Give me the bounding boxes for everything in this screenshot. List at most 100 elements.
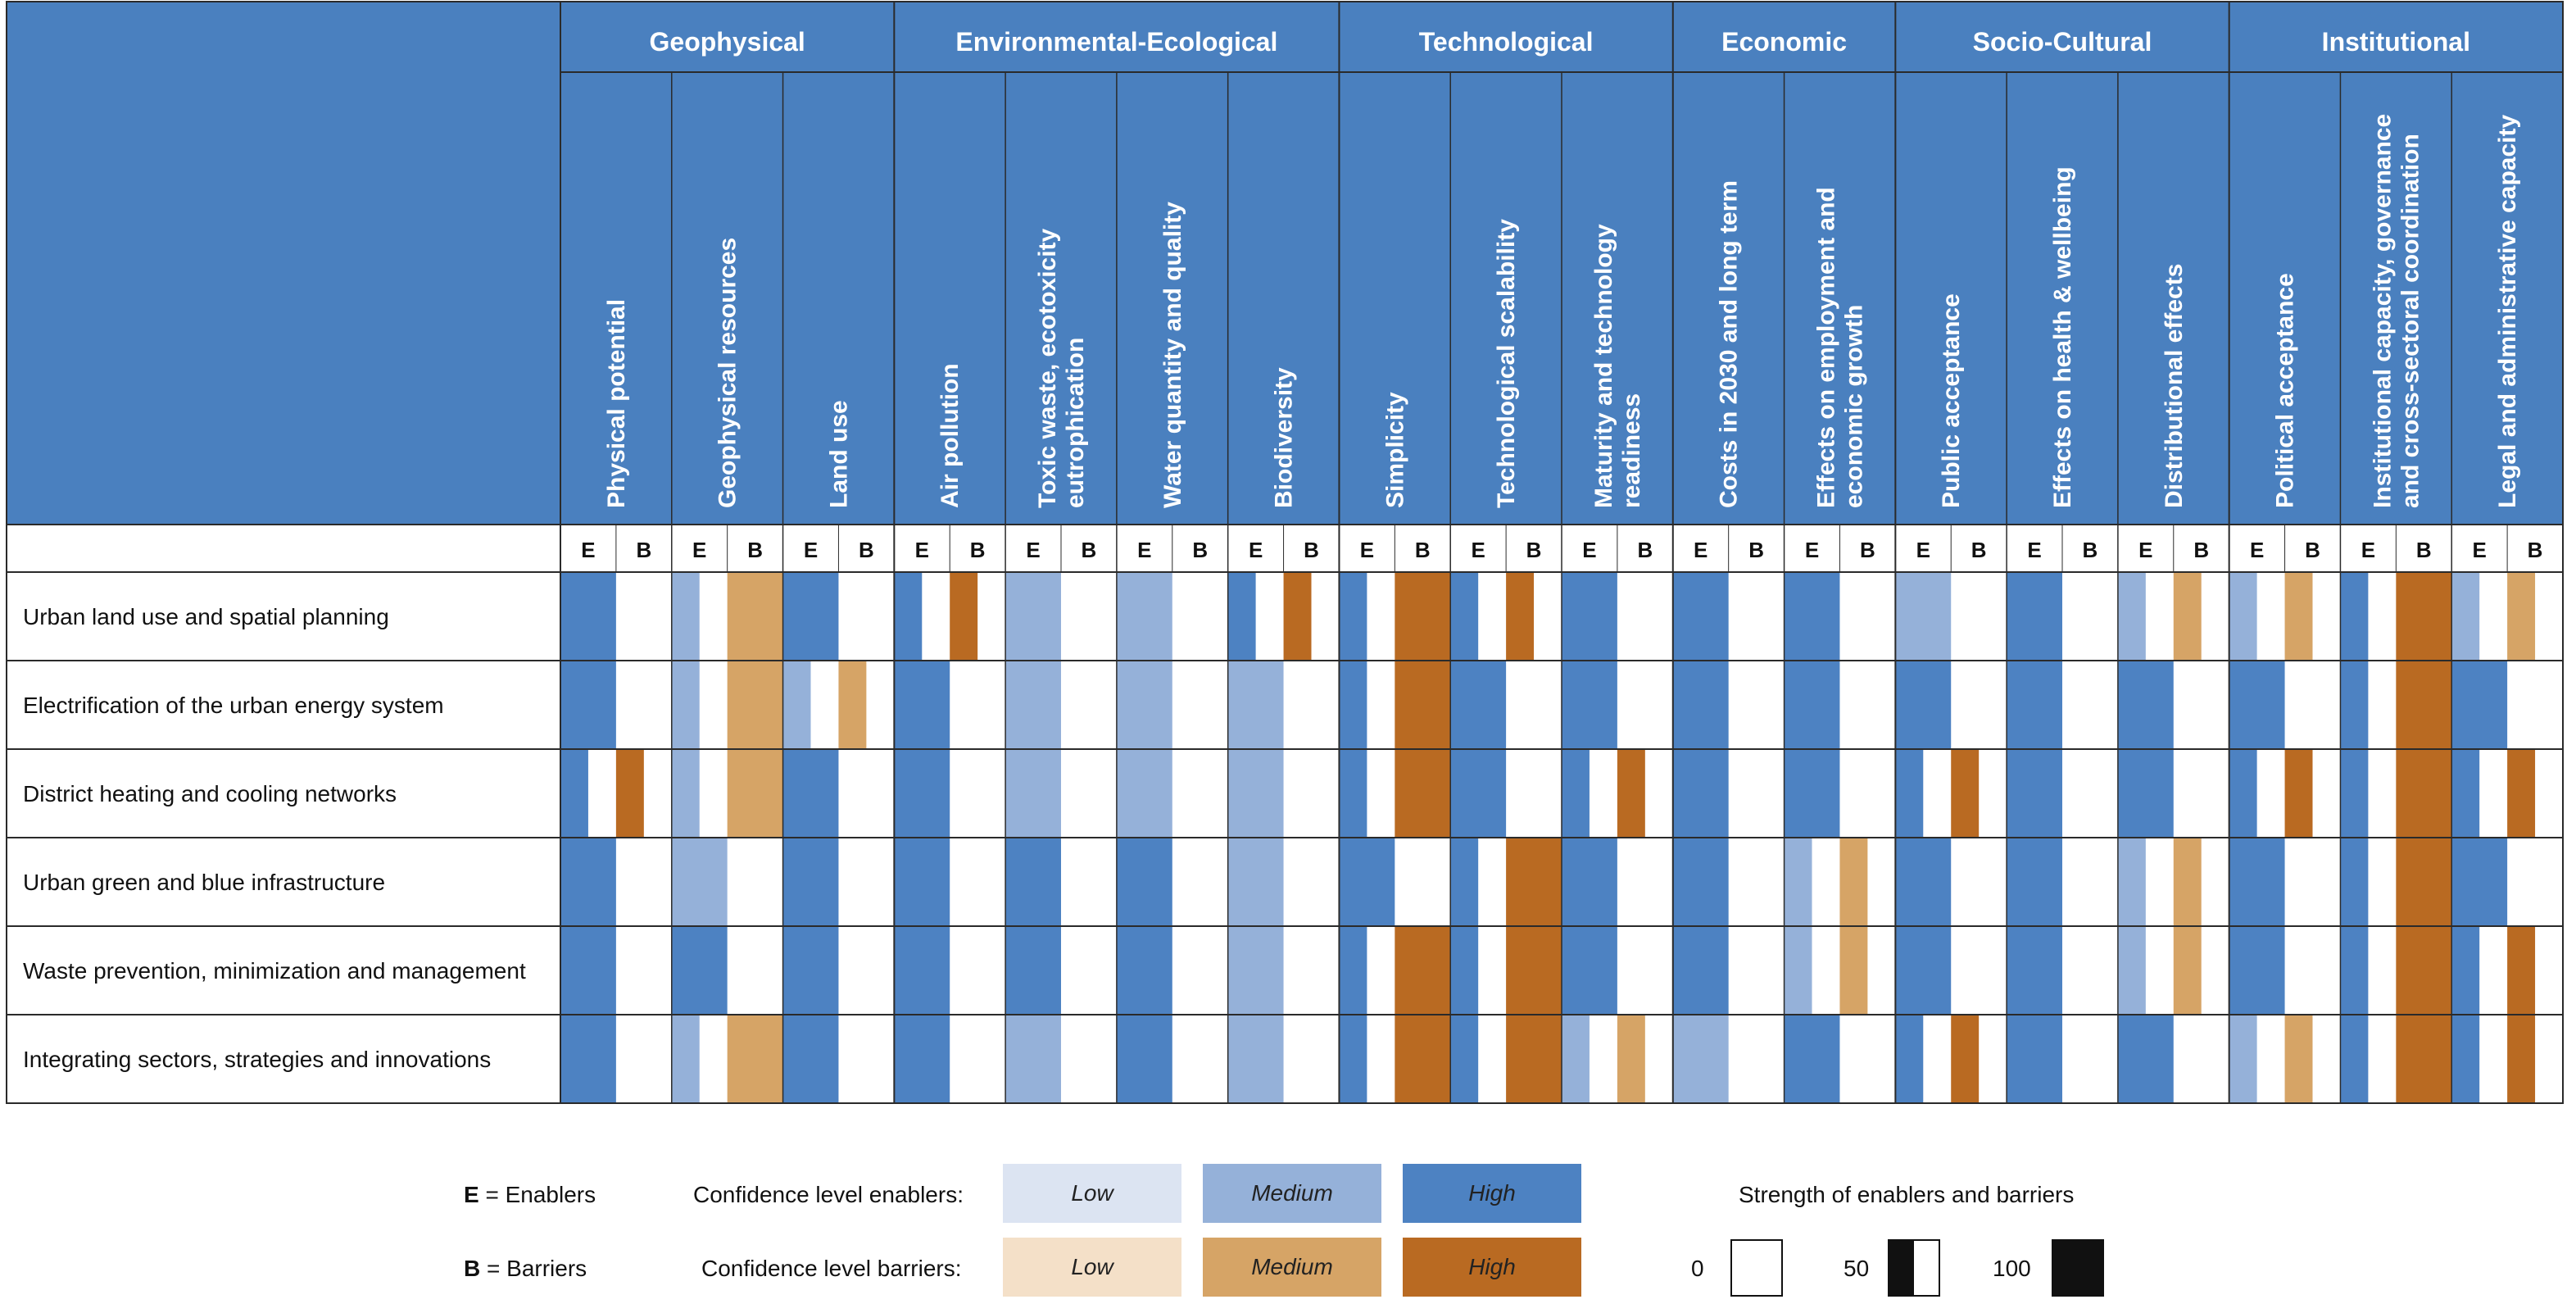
row-label-1: Electrification of the urban energy syst… xyxy=(23,693,444,718)
cell-enabler-r5-c5 xyxy=(1116,1015,1172,1103)
cell-barrier-r4-c11 xyxy=(1839,926,1868,1015)
cell-enabler-r5-c14 xyxy=(2117,1015,2174,1103)
cell-enabler-r3-c8 xyxy=(1450,838,1479,926)
legend-conf-enablers-label: Confidence level enablers: xyxy=(693,1182,964,1207)
eb-label-b-17: B xyxy=(2528,538,2543,562)
cell-barrier-r5-c16 xyxy=(2396,1015,2452,1103)
row-label-2: District heating and cooling networks xyxy=(23,781,397,806)
eb-label-b-7: B xyxy=(1415,538,1431,562)
eb-label-b-1: B xyxy=(747,538,763,562)
cell-enabler-r1-c1 xyxy=(671,661,700,749)
cell-enabler-r4-c16 xyxy=(2340,926,2369,1015)
column-header-14: Distributional effects xyxy=(2161,264,2188,508)
cell-enabler-r0-c16 xyxy=(2340,572,2369,661)
cell-enabler-r1-c2 xyxy=(782,661,811,749)
cell-enabler-r5-c16 xyxy=(2340,1015,2369,1103)
eb-label-e-17: E xyxy=(2472,538,2486,562)
cell-enabler-r1-c15 xyxy=(2229,661,2285,749)
cell-enabler-r4-c5 xyxy=(1116,926,1172,1015)
cell-barrier-r3-c8 xyxy=(1506,838,1562,926)
legend-barrier-high: High xyxy=(1403,1238,1581,1297)
cell-barrier-r4-c17 xyxy=(2507,926,2536,1015)
eb-label-e-15: E xyxy=(2250,538,2264,562)
eb-label-e-8: E xyxy=(1471,538,1485,562)
cell-enabler-r1-c16 xyxy=(2340,661,2369,749)
cell-enabler-r2-c2 xyxy=(782,749,839,838)
row-label-0: Urban land use and spatial planning xyxy=(23,604,389,629)
cell-barrier-r5-c8 xyxy=(1506,1015,1562,1103)
cell-barrier-r0-c3 xyxy=(950,572,978,661)
cell-enabler-r0-c14 xyxy=(2117,572,2146,661)
eb-label-b-6: B xyxy=(1304,538,1319,562)
cell-barrier-r2-c17 xyxy=(2507,749,2536,838)
cell-barrier-r3-c11 xyxy=(1839,838,1868,926)
eb-label-e-3: E xyxy=(915,538,929,562)
cell-barrier-r3-c14 xyxy=(2173,838,2202,926)
cell-enabler-r2-c5 xyxy=(1116,749,1172,838)
eb-label-e-5: E xyxy=(1137,538,1151,562)
cell-enabler-r3-c6 xyxy=(1227,838,1284,926)
cell-enabler-r4-c13 xyxy=(2007,926,2062,1015)
cell-barrier-r1-c7 xyxy=(1395,661,1451,749)
eb-label-b-16: B xyxy=(2416,538,2432,562)
cell-enabler-r3-c5 xyxy=(1116,838,1172,926)
cell-enabler-r2-c16 xyxy=(2340,749,2369,838)
cell-enabler-r0-c10 xyxy=(1672,572,1729,661)
cell-enabler-r0-c11 xyxy=(1784,572,1840,661)
cell-barrier-r1-c1 xyxy=(727,661,783,749)
cell-enabler-r0-c9 xyxy=(1562,572,1617,661)
column-header-0: Physical potential xyxy=(603,299,630,508)
legend-strength-100-box xyxy=(2052,1239,2104,1297)
eb-row-background xyxy=(7,525,2563,572)
eb-label-b-9: B xyxy=(1637,538,1653,562)
cell-barrier-r2-c15 xyxy=(2284,749,2313,838)
cell-enabler-r5-c13 xyxy=(2007,1015,2062,1103)
cell-enabler-r2-c11 xyxy=(1784,749,1840,838)
enablers-barriers-matrix: Geophysical Environmental-Ecological Techn… xyxy=(6,1,2564,1104)
eb-label-b-0: B xyxy=(636,538,651,562)
cell-enabler-r5-c15 xyxy=(2229,1015,2257,1103)
cell-enabler-r0-c7 xyxy=(1339,572,1367,661)
eb-label-b-13: B xyxy=(2083,538,2098,562)
cell-enabler-r5-c2 xyxy=(782,1015,839,1103)
cell-enabler-r1-c13 xyxy=(2007,661,2062,749)
group-header-1: Environmental-Ecological xyxy=(955,27,1277,57)
cell-barrier-r5-c7 xyxy=(1395,1015,1451,1103)
cell-enabler-r4-c12 xyxy=(1895,926,1952,1015)
cell-enabler-r2-c6 xyxy=(1227,749,1284,838)
cell-enabler-r0-c15 xyxy=(2229,572,2257,661)
row-label-3: Urban green and blue infrastructure xyxy=(23,870,385,895)
cell-enabler-r5-c12 xyxy=(1895,1015,1924,1103)
eb-label-e-6: E xyxy=(1249,538,1263,562)
cell-barrier-r5-c15 xyxy=(2284,1015,2313,1103)
column-header-1: Geophysical resources xyxy=(714,238,742,508)
column-header-13: Effects on health & wellbeing xyxy=(2049,166,2076,508)
cell-enabler-r0-c2 xyxy=(782,572,839,661)
eb-label-b-5: B xyxy=(1192,538,1208,562)
eb-label-b-8: B xyxy=(1526,538,1542,562)
cell-enabler-r0-c1 xyxy=(671,572,700,661)
cell-enabler-r3-c9 xyxy=(1562,838,1617,926)
cell-enabler-r2-c1 xyxy=(671,749,700,838)
cell-enabler-r4-c0 xyxy=(560,926,616,1015)
column-header-16: Institutional capacity, governanceand cr… xyxy=(2369,114,2424,508)
cell-barrier-r4-c7 xyxy=(1395,926,1451,1015)
eb-label-e-12: E xyxy=(1916,538,1930,562)
column-header-15: Political acceptance xyxy=(2272,273,2299,508)
cell-enabler-r5-c11 xyxy=(1784,1015,1840,1103)
eb-label-b-11: B xyxy=(1860,538,1875,562)
cell-barrier-r1-c2 xyxy=(838,661,867,749)
eb-label-e-0: E xyxy=(581,538,595,562)
cell-enabler-r3-c15 xyxy=(2229,838,2285,926)
cell-enabler-r3-c1 xyxy=(671,838,728,926)
cell-enabler-r0-c17 xyxy=(2451,572,2480,661)
cell-barrier-r0-c16 xyxy=(2396,572,2452,661)
row-label-5: Integrating sectors, strategies and inno… xyxy=(23,1047,491,1072)
cell-enabler-r1-c10 xyxy=(1672,661,1729,749)
cell-barrier-r5-c1 xyxy=(727,1015,783,1103)
cell-enabler-r2-c4 xyxy=(1005,749,1061,838)
column-header-8: Technological scalability xyxy=(1493,219,1520,508)
cell-enabler-r0-c4 xyxy=(1005,572,1061,661)
cell-enabler-r2-c10 xyxy=(1672,749,1729,838)
eb-label-e-7: E xyxy=(1360,538,1374,562)
